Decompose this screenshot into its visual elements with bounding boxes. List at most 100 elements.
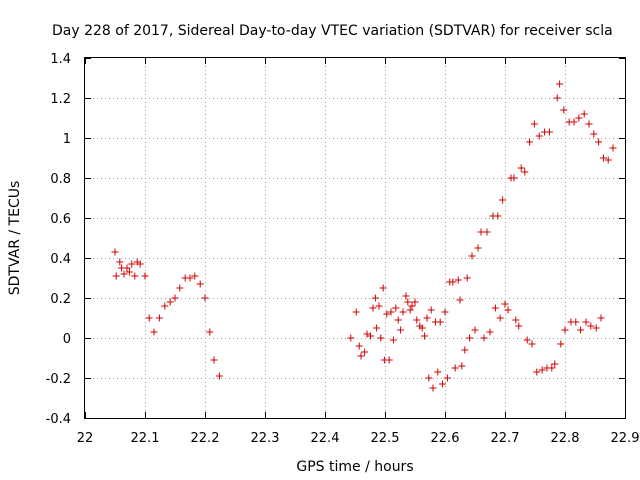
data-point — [392, 304, 400, 312]
data-point — [491, 304, 499, 312]
data-point — [131, 272, 139, 280]
data-point — [120, 270, 128, 278]
data-point — [427, 306, 435, 314]
data-point — [387, 308, 395, 316]
data-point — [352, 308, 360, 316]
data-point — [449, 278, 457, 286]
data-point — [406, 306, 414, 314]
data-point — [530, 120, 538, 128]
data-point — [155, 314, 163, 322]
data-point — [533, 368, 541, 376]
data-point — [582, 318, 590, 326]
data-point — [528, 340, 536, 348]
data-point — [510, 174, 518, 182]
data-point — [463, 274, 471, 282]
data-point — [196, 280, 204, 288]
data-point — [570, 118, 578, 126]
data-point — [141, 272, 149, 280]
data-point — [592, 324, 600, 332]
data-point — [553, 94, 561, 102]
data-point — [499, 196, 507, 204]
x-tick-labels: 22 22.1 22.2 22.3 22.4 22.5 22.6 22.7 22.8 22.9 — [77, 431, 640, 446]
data-point — [451, 364, 459, 372]
data-point — [123, 264, 131, 272]
data-points — [111, 80, 617, 392]
data-point — [423, 314, 431, 322]
y-tick-label: -0.4 — [46, 412, 71, 427]
data-point — [548, 364, 556, 372]
y-tick-label: 0.6 — [50, 212, 71, 227]
data-point — [210, 356, 218, 364]
data-point — [377, 334, 385, 342]
data-point — [517, 164, 525, 172]
data-point — [456, 296, 464, 304]
y-tick-label: 0.8 — [50, 172, 71, 187]
x-tick-label: 22 — [77, 431, 94, 446]
y-tick-label: -0.2 — [46, 372, 71, 387]
data-point — [371, 294, 379, 302]
data-point — [111, 248, 119, 256]
data-point — [468, 252, 476, 260]
data-point — [526, 138, 534, 146]
data-point — [379, 284, 387, 292]
data-point — [454, 276, 462, 284]
data-point — [186, 274, 194, 282]
data-point — [556, 80, 564, 88]
x-tick-label: 22.9 — [611, 431, 640, 446]
data-point — [483, 228, 491, 236]
data-point — [116, 258, 124, 266]
x-axis-label: GPS time / hours — [296, 459, 413, 475]
data-point — [585, 120, 593, 128]
data-point — [361, 348, 369, 356]
data-point — [399, 308, 407, 316]
data-point — [439, 380, 447, 388]
data-point — [347, 334, 355, 342]
data-point — [402, 292, 410, 300]
y-axis-label: SDTVAR / TECUs — [7, 181, 23, 296]
data-point — [523, 336, 531, 344]
data-point — [206, 328, 214, 336]
data-point — [575, 114, 583, 122]
data-point — [515, 322, 523, 330]
data-point — [587, 322, 595, 330]
data-point — [604, 156, 612, 164]
data-point — [112, 272, 120, 280]
data-point — [577, 326, 585, 334]
x-tick-label: 22.4 — [311, 431, 340, 446]
y-tick-label: 1 — [63, 132, 71, 147]
data-point — [421, 332, 429, 340]
y-tick-label: 1.4 — [50, 52, 71, 67]
data-point — [434, 368, 442, 376]
data-point — [545, 128, 553, 136]
data-point — [404, 298, 412, 306]
data-point — [201, 294, 209, 302]
data-point — [486, 328, 494, 336]
x-tick-label: 22.5 — [371, 431, 400, 446]
data-point — [373, 324, 381, 332]
data-point — [551, 360, 559, 368]
data-point — [150, 328, 158, 336]
chart-title: Day 228 of 2017, Sidereal Day-to-day VTE… — [52, 23, 613, 39]
plot-frame — [84, 57, 626, 419]
x-tick-label: 22.8 — [551, 431, 580, 446]
data-point — [166, 298, 174, 306]
data-point — [161, 302, 169, 310]
data-point — [418, 324, 426, 332]
data-point — [501, 300, 509, 308]
data-point — [413, 316, 421, 324]
data-point — [535, 132, 543, 140]
y-tick-label: 1.2 — [50, 92, 71, 107]
data-point — [375, 302, 383, 310]
data-point — [599, 154, 607, 162]
data-point — [397, 326, 405, 334]
data-point — [494, 212, 502, 220]
data-point — [597, 314, 605, 322]
data-point — [474, 244, 482, 252]
y-tick-label: 0.2 — [50, 292, 71, 307]
data-point — [480, 334, 488, 342]
data-point — [538, 366, 546, 374]
data-point — [369, 304, 377, 312]
data-point — [136, 260, 144, 268]
data-point — [385, 356, 393, 364]
